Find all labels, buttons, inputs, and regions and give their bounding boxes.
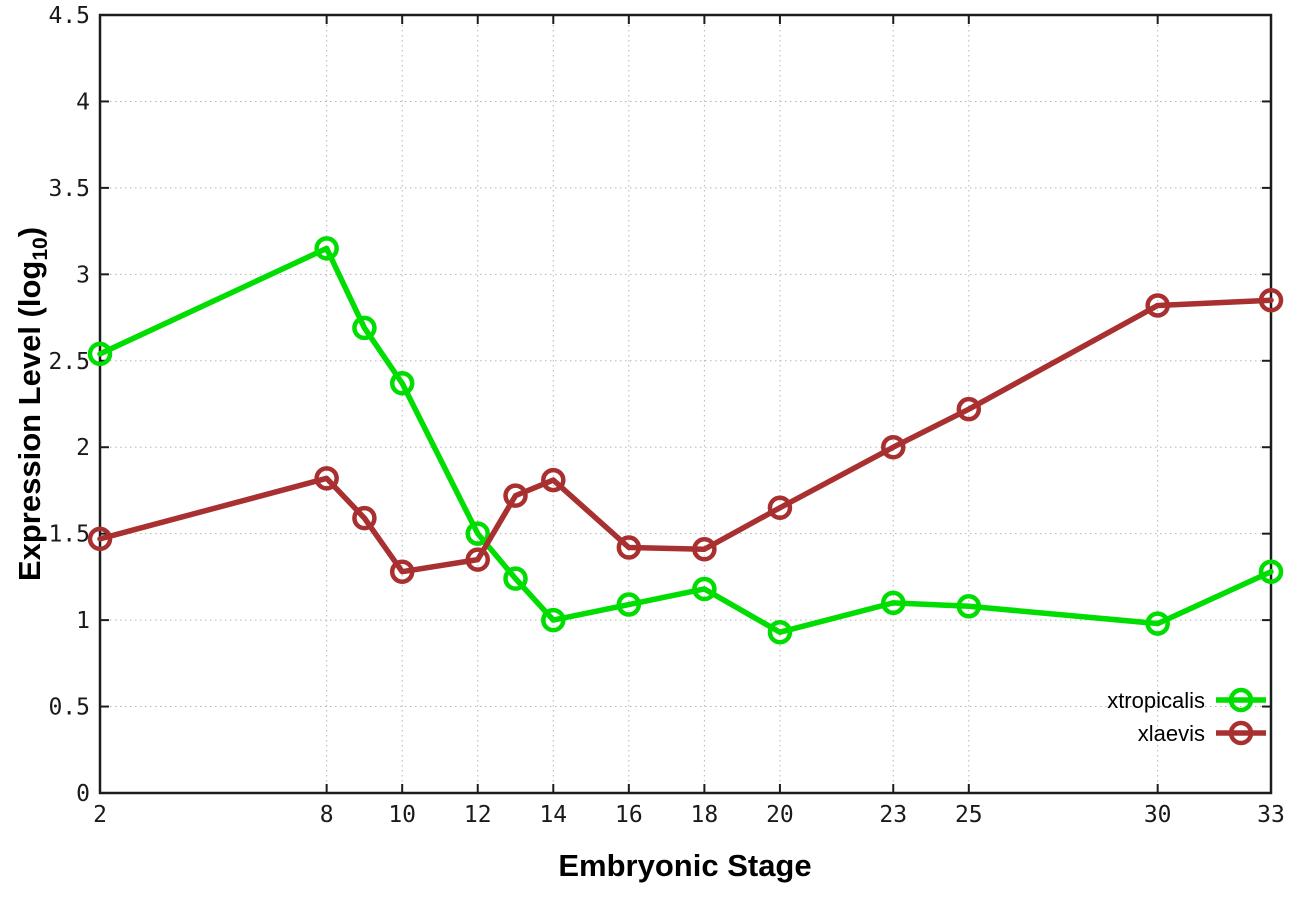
y-tick-label: 1.5 <box>48 522 90 548</box>
x-tick-label: 16 <box>615 802 643 828</box>
data-point-xtropicalis <box>881 590 906 616</box>
data-point-xtropicalis <box>87 341 113 367</box>
legend-label-xtropicalis: xtropicalis <box>1107 688 1205 713</box>
y-axis-title-subscript: 10 <box>29 237 52 260</box>
axis-tick-labels: 0 0.5 1 1.5 2 2.5 3 3.5 4 4.5 2 8 10 12 14 16 18 20 23 25 30… <box>48 3 1284 828</box>
y-axis-title-prefix: Expression Level (log <box>12 261 47 581</box>
data-point-xtropicalis <box>541 607 566 633</box>
x-tick-label: 30 <box>1144 802 1172 828</box>
y-tick-label: 0.5 <box>48 695 90 721</box>
data-point-xtropicalis <box>1258 559 1284 584</box>
x-tick-label: 12 <box>464 802 492 828</box>
x-tick-label: 23 <box>879 802 907 828</box>
y-tick-label: 1 <box>76 608 90 634</box>
x-tick-label: 10 <box>388 802 416 828</box>
y-tick-label: 0 <box>76 781 90 807</box>
y-tick-label: 2 <box>76 435 90 461</box>
data-point-xlaevis <box>541 467 566 493</box>
legend: xtropicalis xlaevis <box>1107 687 1266 746</box>
x-tick-label: 18 <box>691 802 719 828</box>
axis-tick-marks <box>99 14 1272 794</box>
y-axis-title: Expression Level (log10) <box>12 227 52 581</box>
data-point-xlaevis <box>503 483 528 508</box>
data-point-xtropicalis <box>314 236 339 261</box>
data-series <box>87 236 1284 645</box>
data-point-xlaevis <box>352 505 377 531</box>
data-point-xtropicalis <box>956 594 982 619</box>
plot-border <box>98 13 1273 795</box>
y-tick-label: 3.5 <box>48 176 90 202</box>
data-point-xtropicalis <box>465 521 490 546</box>
x-tick-label: 14 <box>539 802 567 828</box>
data-point-xtropicalis <box>692 576 717 602</box>
x-tick-label: 25 <box>955 802 983 828</box>
data-point-xlaevis <box>1258 288 1284 313</box>
data-point-xlaevis <box>881 434 906 460</box>
x-tick-label: 33 <box>1257 802 1285 828</box>
x-tick-label: 20 <box>766 802 794 828</box>
data-point-xtropicalis <box>1145 611 1170 636</box>
legend-label-xlaevis: xlaevis <box>1138 721 1205 746</box>
series-line-xlaevis <box>97 297 1274 575</box>
data-point-xtropicalis <box>616 592 642 617</box>
legend-sample-marker-xtropicalis <box>1228 687 1254 713</box>
y-tick-label: 4.5 <box>48 3 90 29</box>
gridlines <box>99 14 1272 794</box>
data-point-xlaevis <box>389 559 415 584</box>
data-point-xtropicalis <box>767 619 793 645</box>
x-tick-label: 8 <box>320 802 334 828</box>
data-point-xlaevis <box>314 466 339 491</box>
data-point-xlaevis <box>767 495 793 520</box>
y-axis-title-suffix: ) <box>12 227 47 237</box>
data-point-xtropicalis <box>503 566 528 591</box>
y-tick-label: 3 <box>76 262 90 288</box>
legend-sample-marker-xlaevis <box>1228 720 1254 746</box>
data-point-xtropicalis <box>352 315 377 341</box>
data-point-xlaevis <box>87 526 113 552</box>
data-point-xtropicalis <box>389 371 415 396</box>
series-line-xtropicalis <box>97 245 1274 635</box>
data-point-xlaevis <box>956 396 982 422</box>
x-axis-title: Embryonic Stage <box>558 848 811 883</box>
data-point-xlaevis <box>465 547 490 572</box>
y-tick-label: 4 <box>76 89 90 115</box>
data-point-xlaevis <box>1145 293 1170 318</box>
data-point-xlaevis <box>616 535 642 560</box>
y-tick-label: 2.5 <box>48 349 90 375</box>
data-point-xlaevis <box>692 536 717 562</box>
x-tick-label: 2 <box>93 802 107 828</box>
